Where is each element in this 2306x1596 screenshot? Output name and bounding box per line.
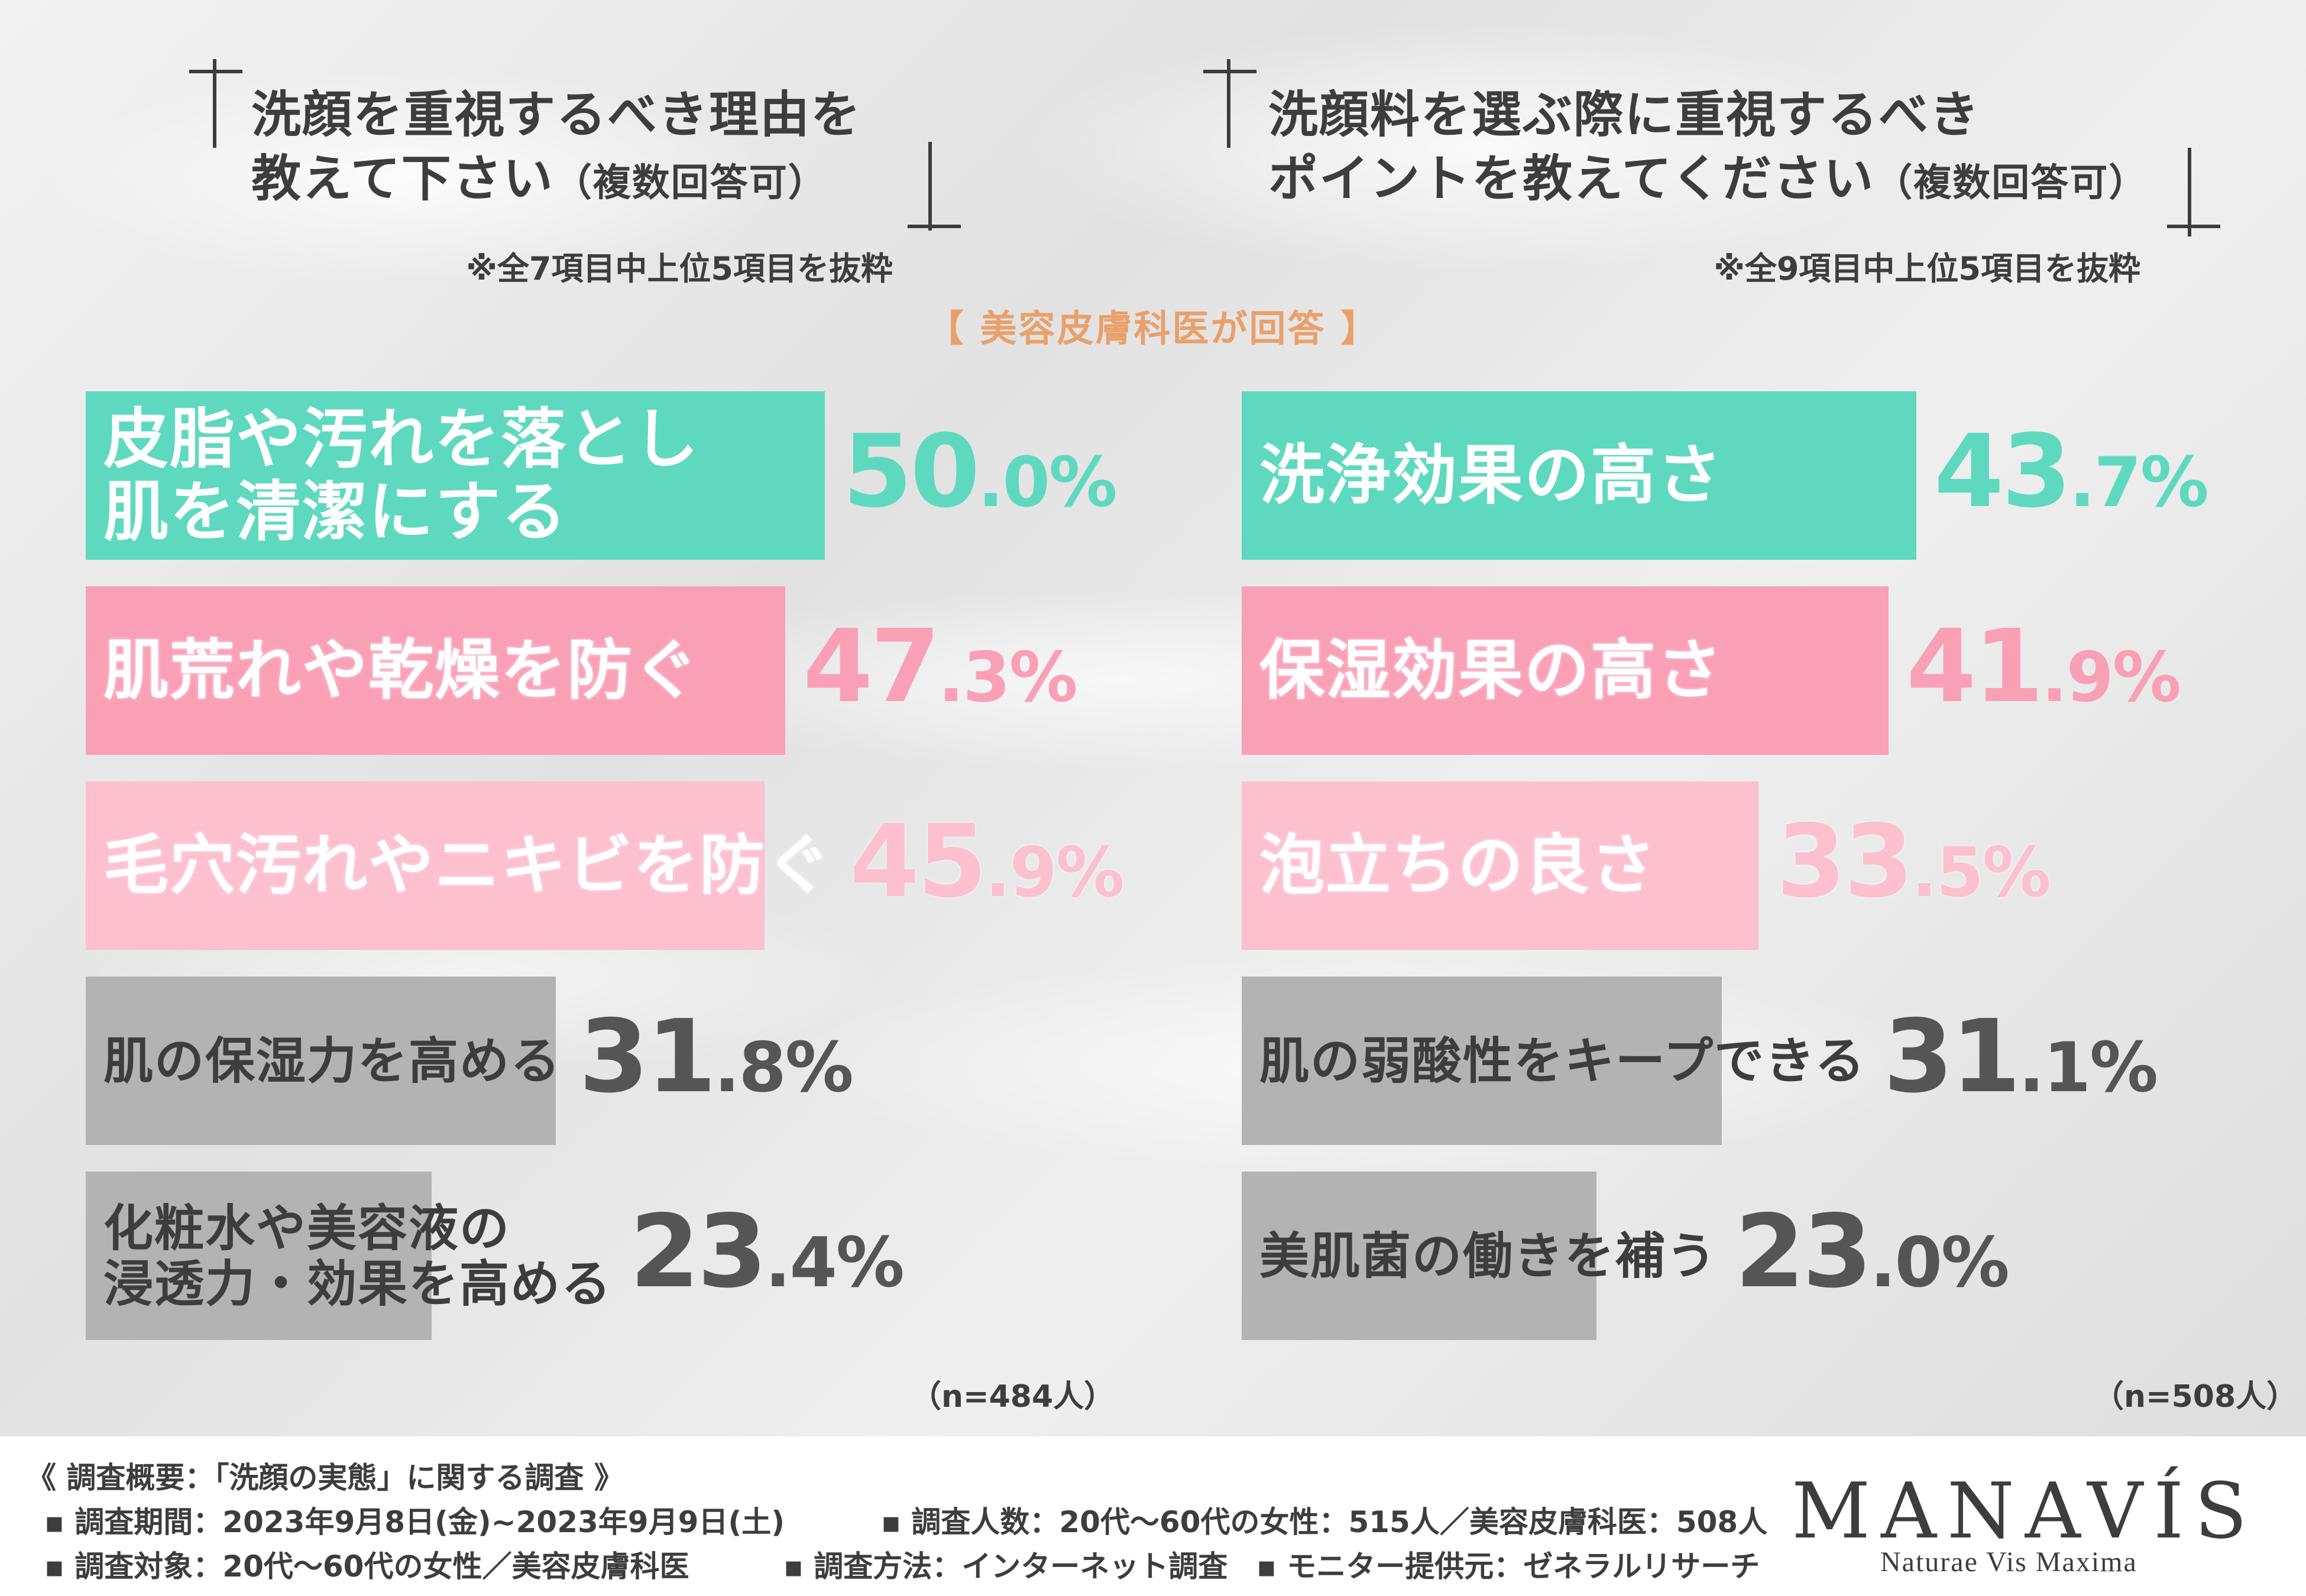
bar-label: 化粧水や美容液の 浸透力・効果を高める bbox=[103, 1201, 612, 1312]
value-integer: 43 bbox=[1934, 413, 2072, 531]
right-title-suffix: （複数回答可） bbox=[1874, 161, 2148, 205]
bar-label: 毛穴汚れやニキビを防ぐ bbox=[103, 829, 832, 902]
bar-label-line: 肌を清潔にする bbox=[103, 473, 568, 550]
corner-mark bbox=[2167, 225, 2220, 228]
corner-mark bbox=[1203, 70, 1256, 73]
value-label: 50.0% bbox=[843, 413, 1118, 531]
bar bbox=[1242, 977, 1722, 1145]
footer-provider: ▪ モニター提供元：ゼネラルリサーチ bbox=[1256, 1549, 1760, 1584]
value-decimal: .0% bbox=[977, 443, 1118, 523]
value-integer: 41 bbox=[1906, 608, 2044, 726]
value-label: 45.9% bbox=[850, 803, 1125, 921]
value-integer: 50 bbox=[843, 413, 980, 531]
value-label: 23.4% bbox=[630, 1193, 905, 1311]
footer-method: ▪ 調査方法：インターネット調査 bbox=[783, 1549, 1228, 1584]
bar-label-line: 肌荒れや乾燥を防ぐ bbox=[103, 632, 699, 708]
value-decimal: .8% bbox=[714, 1029, 854, 1108]
bar-label-line: 毛穴汚れやニキビを防ぐ bbox=[103, 828, 832, 903]
value-label: 31.1% bbox=[1883, 998, 2158, 1116]
value-integer: 23 bbox=[1735, 1193, 1873, 1311]
bar-label: 洗浄効果の高さ bbox=[1259, 439, 1723, 512]
bar-label-line: 洗浄効果の高さ bbox=[1259, 437, 1723, 513]
bar-label-line: 保湿効果の高さ bbox=[1259, 632, 1723, 708]
bar bbox=[86, 977, 556, 1145]
bar bbox=[86, 781, 765, 950]
manavis-logo: MANAVÍS bbox=[1792, 1466, 2258, 1556]
bar bbox=[86, 586, 785, 755]
value-integer: 47 bbox=[803, 608, 941, 726]
value-decimal: .1% bbox=[2018, 1029, 2158, 1108]
bar-label: 保湿効果の高さ bbox=[1259, 634, 1723, 707]
value-decimal: .4% bbox=[765, 1224, 905, 1303]
corner-mark bbox=[2188, 148, 2191, 236]
value-label: 23.0% bbox=[1735, 1193, 2010, 1311]
right-title-line2: ポイントを教えてください bbox=[1268, 150, 1875, 207]
bar bbox=[86, 1172, 432, 1340]
value-decimal: .7% bbox=[2069, 443, 2209, 523]
value-decimal: .3% bbox=[938, 638, 1078, 718]
corner-mark bbox=[908, 225, 961, 228]
value-label: 33.5% bbox=[1776, 803, 2051, 921]
bar-label-line: 肌の保湿力を高める bbox=[103, 1031, 562, 1090]
value-label: 31.8% bbox=[579, 998, 854, 1116]
value-integer: 23 bbox=[630, 1193, 767, 1311]
value-decimal: .9% bbox=[984, 833, 1125, 913]
left-title-line1: 洗顔を重視するべき理由を bbox=[251, 86, 862, 144]
value-label: 47.3% bbox=[803, 608, 1078, 726]
survey-footer bbox=[0, 1436, 2306, 1596]
footer-heading: 《 調査概要：「洗顔の実態」に関する調査 》 bbox=[27, 1461, 624, 1495]
value-integer: 33 bbox=[1776, 803, 1914, 921]
right-note: ※全9項目中上位5項目を抜粋 bbox=[1714, 250, 2140, 287]
bar-label: 皮脂や汚れを落とし 肌を清潔にする bbox=[103, 403, 699, 549]
bar bbox=[1242, 391, 1916, 560]
bar-label: 肌荒れや乾燥を防ぐ bbox=[103, 634, 699, 707]
left-chart-title: 洗顔を重視するべき理由を 教えて下さい（複数回答可） bbox=[251, 83, 861, 215]
bar bbox=[86, 391, 825, 560]
bar-label-line: 浸透力・効果を高める bbox=[103, 1254, 613, 1313]
subheading: 【 美容皮膚科医が回答 】 bbox=[927, 307, 1379, 350]
value-decimal: .9% bbox=[2041, 638, 2181, 718]
value-decimal: .0% bbox=[1870, 1224, 2010, 1303]
value-label: 41.9% bbox=[1906, 608, 2181, 726]
value-decimal: .5% bbox=[1911, 833, 2051, 913]
right-title-line1: 洗顔料を選ぶ際に重視するべき bbox=[1268, 86, 1981, 144]
bar-label: 美肌菌の働きを補う bbox=[1259, 1228, 1717, 1284]
left-sample-size: （n=484人） bbox=[911, 1379, 1115, 1415]
corner-mark bbox=[1227, 59, 1230, 148]
bar-label-line: 皮脂や汚れを落とし bbox=[103, 401, 699, 477]
logo-tagline: Naturae Vis Maxima bbox=[1880, 1546, 2137, 1578]
bar bbox=[1242, 586, 1889, 755]
footer-target: ▪ 調査対象：20代～60代の女性／美容皮膚科医 bbox=[44, 1549, 689, 1584]
value-integer: 31 bbox=[579, 998, 717, 1116]
bar-label-line: 美肌菌の働きを補う bbox=[1259, 1227, 1718, 1285]
corner-mark bbox=[189, 70, 242, 73]
bar-label-line: 泡立ちの良さ bbox=[1259, 828, 1657, 903]
footer-period: ▪ 調査期間：2023年9月8日(金)~2023年9月9日(土) bbox=[44, 1505, 785, 1539]
right-chart-title: 洗顔料を選ぶ際に重視するべき ポイントを教えてください（複数回答可） bbox=[1268, 83, 2148, 215]
left-title-line2: 教えて下さい bbox=[251, 150, 554, 207]
bar bbox=[1242, 781, 1758, 950]
value-label: 43.7% bbox=[1934, 413, 2209, 531]
left-title-suffix: （複数回答可） bbox=[553, 161, 827, 205]
bar-label: 泡立ちの良さ bbox=[1259, 829, 1657, 902]
value-integer: 45 bbox=[850, 803, 987, 921]
bar bbox=[1242, 1172, 1596, 1340]
value-integer: 31 bbox=[1883, 998, 2021, 1116]
bar-label-line: 化粧水や美容液の bbox=[103, 1199, 511, 1257]
corner-mark bbox=[213, 59, 216, 148]
left-note: ※全7項目中上位5項目を抜粋 bbox=[466, 250, 893, 287]
footer-respondents: ▪ 調査人数：20代～60代の女性：515人／美容皮膚科医：508人 bbox=[881, 1505, 1768, 1539]
bar-label-line: 肌の弱酸性をキープできる bbox=[1259, 1031, 1866, 1090]
right-sample-size: （n=508人） bbox=[2093, 1379, 2298, 1415]
corner-mark bbox=[928, 142, 932, 231]
bar-label: 肌の保湿力を高める bbox=[103, 1033, 561, 1089]
bar-label: 肌の弱酸性をキープできる bbox=[1259, 1033, 1865, 1089]
